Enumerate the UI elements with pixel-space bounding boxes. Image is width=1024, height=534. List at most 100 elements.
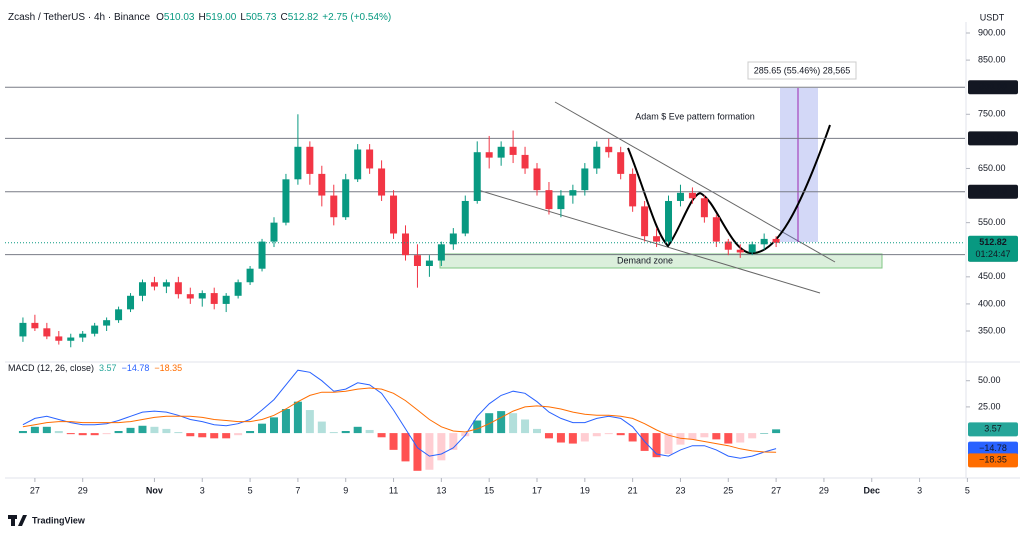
- y-tick-label: 25.00: [978, 401, 1001, 411]
- histogram-bar: [652, 433, 661, 458]
- histogram-bar: [293, 401, 302, 434]
- ohlc-value: 510.03: [164, 12, 195, 23]
- candle-body: [629, 173, 637, 207]
- y-tick-label: 400.00: [978, 298, 1006, 308]
- histogram-bar: [556, 433, 565, 443]
- adam-eve-curve: [627, 124, 831, 255]
- histogram-bar: [509, 413, 518, 434]
- level-label: 607.10: [979, 186, 1007, 196]
- histogram-bar: [437, 433, 446, 461]
- candle-body: [318, 173, 326, 196]
- macd-readout-box: [968, 422, 1018, 437]
- histogram-bar: [688, 433, 697, 440]
- candle-body: [270, 222, 278, 242]
- histogram-bar: [281, 409, 290, 434]
- candle-body: [115, 309, 123, 321]
- level-box: [968, 131, 1018, 146]
- candle-body: [533, 168, 541, 191]
- macd-readout-label: −14.78: [979, 443, 1007, 453]
- candle-body: [210, 293, 218, 304]
- y-tick-label: 350.00: [978, 325, 1006, 335]
- level-box: [968, 80, 1018, 95]
- histogram-bar: [246, 431, 255, 434]
- x-tick-label: 23: [675, 485, 685, 495]
- last-price-box: [968, 235, 1018, 262]
- candle-body: [772, 238, 780, 243]
- histogram-bar: [544, 433, 553, 439]
- x-tick-label: 3: [200, 485, 205, 495]
- histogram-bar: [234, 433, 243, 436]
- brand: TradingView: [32, 515, 86, 525]
- candle-body: [306, 146, 314, 174]
- last-price-label: 512.82: [979, 237, 1007, 247]
- x-tick-label: 27: [771, 485, 781, 495]
- candle-body: [509, 146, 517, 155]
- candle-body: [437, 244, 445, 261]
- x-tick-label: 27: [30, 485, 40, 495]
- candle-body: [593, 146, 601, 169]
- macd-header: MACD (12, 26, close) 3.57 −14.78 −18.35: [8, 363, 182, 373]
- x-tick-label: 25: [723, 485, 733, 495]
- candle-body: [234, 282, 242, 296]
- candle-body: [127, 295, 135, 310]
- ohlc-value: 512.82: [288, 12, 319, 23]
- candle-body: [401, 233, 409, 256]
- candle-body: [103, 320, 111, 326]
- histogram-bar: [628, 433, 637, 442]
- histogram-bar: [269, 417, 278, 434]
- candle-body: [198, 293, 206, 299]
- candle-body: [282, 179, 290, 223]
- candle-body: [676, 192, 684, 201]
- candle-body: [258, 241, 266, 269]
- candle-body: [19, 322, 27, 337]
- histogram-bar: [198, 433, 207, 438]
- candle-body: [138, 282, 146, 296]
- histogram-bar: [222, 433, 231, 439]
- y-tick-label: 900.00: [978, 27, 1006, 37]
- histogram-bar: [329, 432, 338, 434]
- candle-body: [497, 146, 505, 158]
- y-tick-label: 50.00: [978, 375, 1001, 385]
- histogram-bar: [210, 433, 219, 439]
- measure-label: 285.65 (55.46%) 28,565: [754, 65, 851, 75]
- x-tick-label: 5: [248, 485, 253, 495]
- histogram-bar: [736, 433, 745, 443]
- candle-body: [521, 154, 529, 169]
- candle-body: [354, 149, 362, 180]
- histogram-bar: [90, 433, 99, 436]
- histogram-bar: [138, 425, 147, 434]
- candle-body: [641, 206, 649, 237]
- y-tick-label: 750.00: [978, 109, 1006, 119]
- y-tick-label: 450.00: [978, 271, 1006, 281]
- candle-body: [557, 195, 565, 210]
- histogram-bar: [30, 426, 39, 434]
- histogram-bar: [401, 433, 410, 462]
- histogram-bar: [102, 433, 111, 435]
- histogram-bar: [389, 433, 398, 450]
- level-box: [968, 184, 1018, 199]
- zone-label: Demand zone: [617, 255, 673, 265]
- histogram-bar: [258, 423, 267, 434]
- candle-body: [186, 294, 194, 299]
- histogram-bar: [66, 433, 75, 435]
- candle-body: [174, 282, 182, 295]
- histogram-bar: [568, 433, 577, 444]
- candle-body: [700, 198, 708, 218]
- histogram-bar: [449, 433, 458, 450]
- histogram-bar: [353, 426, 362, 434]
- x-tick-label: 19: [580, 485, 590, 495]
- candle-body: [294, 146, 302, 180]
- macd-readout-box: [968, 453, 1018, 468]
- candle-body: [665, 200, 673, 242]
- x-tick-label: Dec: [863, 485, 880, 495]
- histogram-bar: [78, 433, 87, 436]
- candle-body: [162, 282, 170, 287]
- histogram-bar: [724, 433, 733, 444]
- macd-line: [22, 387, 777, 453]
- x-tick-label: 11: [389, 485, 398, 495]
- histogram-bar: [341, 431, 350, 434]
- x-tick-label: 29: [78, 485, 88, 495]
- macd-readout: 3.57: [99, 363, 117, 373]
